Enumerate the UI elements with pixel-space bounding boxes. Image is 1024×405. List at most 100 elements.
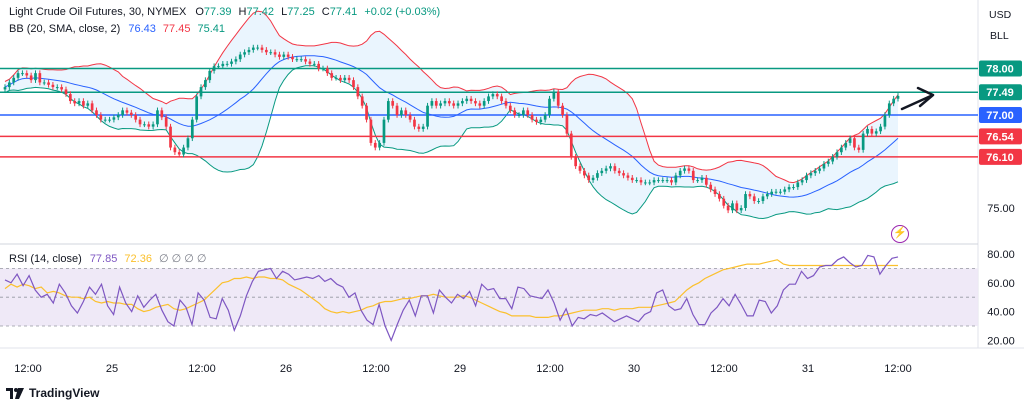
- candle-body: [408, 115, 412, 120]
- candle-body: [391, 101, 395, 106]
- candle-body: [73, 101, 77, 104]
- bb-upper-value: 77.45: [162, 23, 191, 35]
- candle-body: [95, 110, 98, 115]
- candle-body: [500, 96, 503, 102]
- candle-body: [465, 98, 469, 102]
- rsi-title[interactable]: RSI (14, close): [9, 253, 82, 265]
- candle-body: [626, 175, 630, 178]
- candle-body: [474, 101, 477, 104]
- candle-body: [596, 173, 599, 178]
- time-tick-label: 12:00: [710, 363, 738, 375]
- candle-body: [134, 115, 138, 120]
- candle-body: [326, 68, 329, 74]
- candle-body: [700, 177, 704, 181]
- candle-body: [99, 115, 103, 120]
- currency-label[interactable]: USD: [989, 9, 1012, 21]
- bb-upper-line: [4, 10, 899, 184]
- bb-legend[interactable]: BB (20, SMA, close, 2) 76.43 77.45 75.41: [9, 22, 225, 36]
- candle-body: [286, 54, 290, 57]
- candle-body: [879, 126, 882, 132]
- lightning-icon[interactable]: ⚡: [891, 225, 909, 243]
- close-value: 77.41: [329, 6, 358, 18]
- symbol-title[interactable]: Light Crude Oil Futures, 30, NYMEX: [9, 6, 187, 18]
- candle-body: [844, 142, 848, 148]
- level-label-76.10: 76.10: [986, 152, 1014, 164]
- candle-body: [204, 80, 207, 88]
- level-tag-77.00: [979, 107, 1022, 123]
- candle-body: [16, 73, 20, 78]
- candle-body: [539, 119, 543, 122]
- horizontal-levels[interactable]: 78.00 77.49 77.00 76.54 76.10: [0, 60, 1022, 165]
- level-label-77.49: 77.49: [986, 87, 1014, 99]
- price-legend[interactable]: Light Crude Oil Futures, 30, NYMEX O77.3…: [9, 5, 440, 19]
- candle-body: [765, 194, 769, 197]
- tradingview-logo[interactable]: TradingView: [6, 386, 99, 400]
- candle-body: [291, 56, 294, 60]
- candle-body: [186, 138, 190, 148]
- candlesticks: [3, 44, 900, 214]
- bb-title[interactable]: BB (20, SMA, close, 2): [9, 23, 121, 35]
- candle-body: [744, 194, 747, 208]
- candle-body: [691, 170, 695, 181]
- candle-body: [731, 203, 734, 211]
- candle-body: [230, 61, 233, 64]
- candle-body: [648, 182, 652, 184]
- candle-body: [630, 177, 634, 181]
- rsi-extra-values: ∅ ∅ ∅ ∅: [159, 253, 207, 265]
- candle-body: [461, 101, 464, 104]
- candle-body: [569, 133, 573, 157]
- candle-body: [238, 54, 242, 60]
- candle-body: [225, 63, 229, 65]
- candle-body: [591, 177, 595, 181]
- unit-label[interactable]: BLL: [990, 30, 1009, 42]
- arrow-annotation[interactable]: [900, 86, 935, 111]
- rsi-tick-label: 80.00: [987, 249, 1015, 261]
- candle-body: [217, 66, 220, 68]
- candle-body: [548, 98, 551, 115]
- candle-body: [748, 194, 752, 197]
- candle-body: [356, 87, 360, 97]
- rsi-legend[interactable]: RSI (14, close) 77.85 72.36 ∅ ∅ ∅ ∅: [9, 252, 207, 266]
- candle-body: [55, 87, 59, 89]
- candle-body: [47, 82, 50, 85]
- candle-body: [783, 189, 787, 192]
- candle-body: [334, 77, 338, 79]
- candle-body: [269, 52, 273, 54]
- candle-body: [64, 89, 68, 95]
- bb-basis-value: 76.43: [128, 23, 156, 35]
- candle-body: [247, 49, 251, 53]
- open-label: O: [195, 6, 204, 18]
- candle-body: [792, 187, 795, 189]
- candle-body: [12, 77, 16, 83]
- candle-body: [874, 131, 878, 134]
- candle-body: [373, 142, 377, 148]
- candle-body: [378, 142, 381, 148]
- candle-body: [42, 82, 46, 84]
- candle-body: [343, 77, 347, 81]
- candle-body: [896, 95, 900, 99]
- candle-body: [251, 47, 255, 50]
- candle-body: [835, 152, 839, 157]
- rsi-pane: 80.00 60.00 40.00 20.00: [0, 249, 1015, 347]
- candle-body: [487, 96, 490, 102]
- candle-body: [456, 103, 460, 106]
- candle-body: [704, 177, 708, 185]
- level-tag-76.10: [979, 148, 1022, 165]
- candle-body: [583, 170, 586, 176]
- candle-body: [635, 180, 638, 182]
- candle-body: [208, 70, 212, 81]
- candle-body: [304, 59, 307, 62]
- candle-body: [826, 161, 830, 164]
- level-label-76.54: 76.54: [986, 131, 1014, 143]
- candle-body: [190, 119, 194, 139]
- rsi-ma-value: 72.36: [124, 253, 152, 265]
- candle-body: [8, 82, 11, 88]
- candle-body: [169, 126, 172, 148]
- candle-body: [273, 52, 277, 55]
- candle-body: [774, 191, 778, 193]
- candle-body: [735, 203, 739, 211]
- candle-body: [452, 103, 456, 106]
- candle-body: [761, 196, 765, 202]
- candle-body: [29, 75, 33, 81]
